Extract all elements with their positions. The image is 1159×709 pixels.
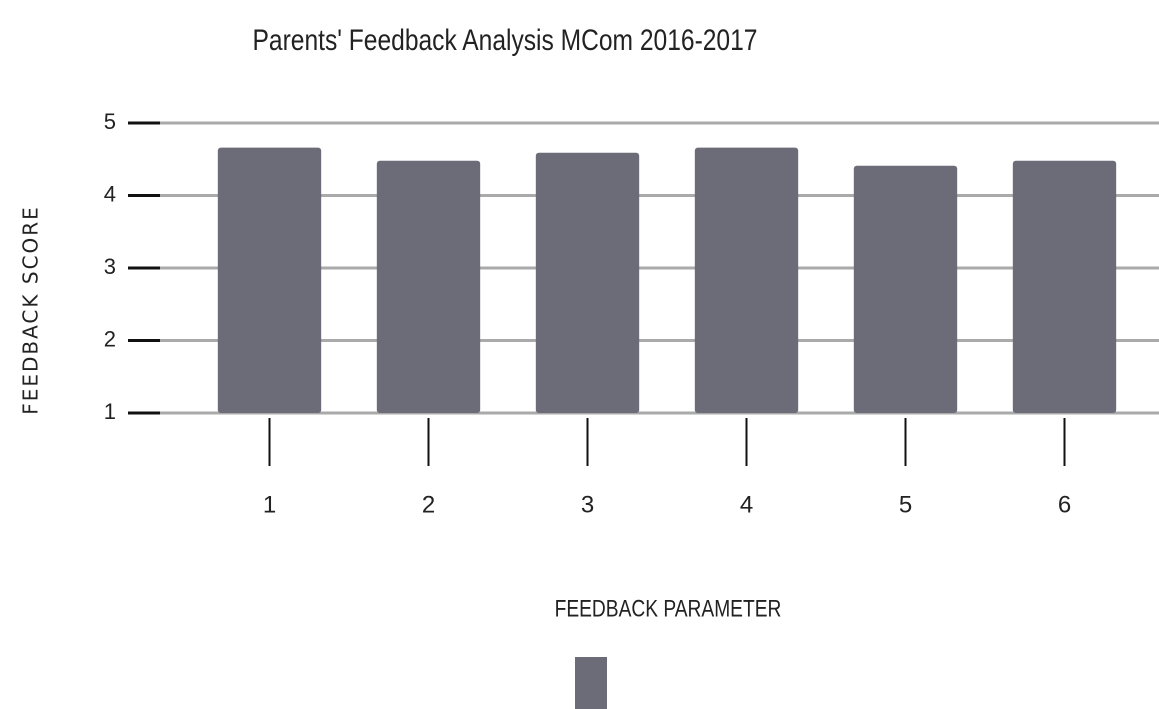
bar xyxy=(376,160,481,413)
legend-swatch xyxy=(575,657,607,709)
x-tick-label: 1 xyxy=(263,491,276,518)
chart-title: Parents' Feedback Analysis MCom 2016-201… xyxy=(253,23,758,57)
x-tick-label: 5 xyxy=(899,491,912,518)
x-tick-label: 4 xyxy=(740,491,753,518)
bar xyxy=(535,152,640,413)
bar xyxy=(1012,160,1117,413)
y-tick-label: 2 xyxy=(104,326,116,351)
y-tick-label: 1 xyxy=(104,399,116,424)
y-tick-label: 5 xyxy=(104,109,116,134)
x-tick-label: 6 xyxy=(1058,491,1071,518)
bar xyxy=(217,147,322,413)
bar xyxy=(694,147,799,413)
x-tick-label: 3 xyxy=(581,491,594,518)
x-axis-label: FEEDBACK PARAMETER xyxy=(555,594,782,622)
y-tick-label: 3 xyxy=(104,254,116,279)
y-axis-label: FEEDBACK SCORE xyxy=(19,205,43,415)
y-tick-label: 4 xyxy=(104,181,116,206)
bar xyxy=(853,165,958,413)
x-tick-label: 2 xyxy=(422,491,435,518)
